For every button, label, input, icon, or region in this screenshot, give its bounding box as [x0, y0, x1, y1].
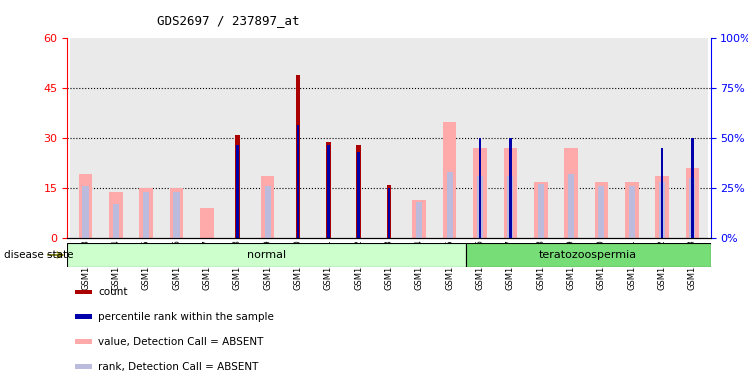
Text: disease state: disease state — [4, 250, 73, 260]
Bar — [79, 174, 92, 238]
Bar — [465, 243, 711, 267]
Bar — [677, 38, 708, 238]
Bar — [690, 178, 696, 238]
Bar — [416, 202, 423, 238]
Bar — [283, 38, 313, 238]
Text: rank, Detection Call = ABSENT: rank, Detection Call = ABSENT — [98, 362, 259, 372]
Bar — [655, 176, 669, 238]
Bar — [82, 186, 88, 238]
Bar — [387, 185, 391, 238]
Bar — [447, 172, 453, 238]
Bar — [412, 200, 426, 238]
Text: normal: normal — [247, 250, 286, 260]
Bar — [534, 182, 548, 238]
Bar — [295, 75, 300, 238]
Bar — [200, 208, 214, 238]
Bar — [374, 38, 404, 238]
Bar — [526, 38, 556, 238]
Text: GDS2697 / 237897_at: GDS2697 / 237897_at — [157, 14, 299, 27]
Bar — [477, 176, 483, 238]
Bar — [556, 38, 586, 238]
Bar — [358, 152, 360, 238]
Bar — [296, 125, 299, 238]
Bar — [659, 182, 665, 238]
Bar — [143, 192, 150, 238]
Bar — [313, 38, 343, 238]
Bar — [507, 176, 513, 238]
Bar — [647, 38, 677, 238]
Bar — [686, 168, 699, 238]
Bar — [598, 186, 604, 238]
Bar — [113, 204, 119, 238]
Text: percentile rank within the sample: percentile rank within the sample — [98, 312, 275, 322]
Bar — [616, 38, 647, 238]
Bar — [261, 176, 275, 238]
Bar — [326, 142, 331, 238]
Bar — [625, 182, 639, 238]
Bar — [356, 145, 361, 238]
Bar — [70, 38, 101, 238]
Bar — [495, 38, 526, 238]
Bar — [568, 174, 574, 238]
Bar — [628, 186, 635, 238]
Bar — [327, 145, 330, 238]
Bar — [479, 138, 482, 238]
Bar — [139, 188, 153, 238]
Bar — [191, 38, 222, 238]
Bar — [222, 38, 252, 238]
Bar — [595, 182, 608, 238]
Bar — [174, 192, 180, 238]
Bar — [503, 148, 517, 238]
Bar — [101, 38, 131, 238]
Bar — [170, 188, 183, 238]
Bar — [443, 122, 456, 238]
Bar — [387, 188, 390, 238]
Bar — [538, 184, 544, 238]
Bar — [509, 138, 512, 238]
Bar — [473, 148, 487, 238]
Bar — [465, 38, 495, 238]
Bar — [660, 148, 663, 238]
Bar — [131, 38, 162, 238]
Bar — [109, 192, 123, 238]
Text: count: count — [98, 287, 128, 297]
Bar — [252, 38, 283, 238]
Text: value, Detection Call = ABSENT: value, Detection Call = ABSENT — [98, 337, 263, 347]
Bar — [343, 38, 374, 238]
Bar — [162, 38, 191, 238]
Bar — [691, 138, 693, 238]
Bar — [235, 135, 239, 238]
Bar — [435, 38, 465, 238]
Bar — [67, 243, 465, 267]
Bar — [236, 145, 239, 238]
Bar — [564, 148, 578, 238]
Text: teratozoospermia: teratozoospermia — [539, 250, 637, 260]
Bar — [265, 186, 271, 238]
Bar — [586, 38, 616, 238]
Bar — [404, 38, 435, 238]
